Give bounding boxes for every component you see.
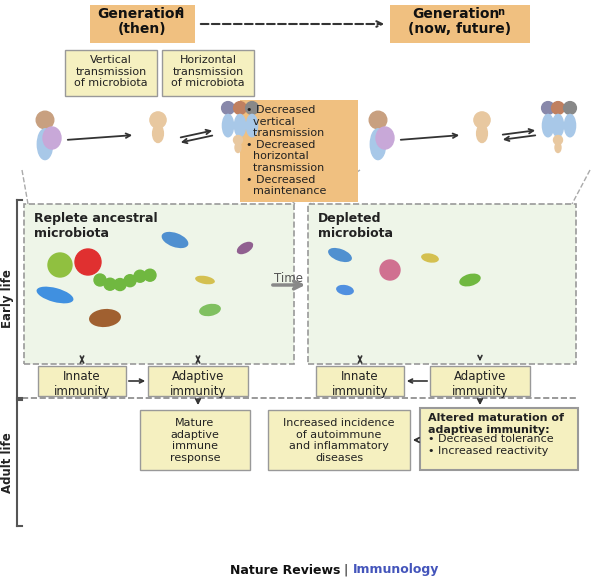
Circle shape <box>150 112 166 128</box>
Ellipse shape <box>376 127 394 149</box>
Text: (now, future): (now, future) <box>409 22 512 36</box>
Circle shape <box>233 102 247 114</box>
Text: Innate
immunity: Innate immunity <box>54 370 110 398</box>
Ellipse shape <box>161 232 188 248</box>
Text: Adaptive
immunity: Adaptive immunity <box>170 370 226 398</box>
Text: Nature Reviews: Nature Reviews <box>230 564 340 576</box>
Circle shape <box>554 135 563 144</box>
Bar <box>308 204 576 364</box>
Circle shape <box>36 111 54 129</box>
Circle shape <box>124 274 136 287</box>
Circle shape <box>474 112 490 128</box>
Ellipse shape <box>336 285 354 295</box>
Circle shape <box>551 102 565 114</box>
Ellipse shape <box>421 253 439 263</box>
Circle shape <box>104 278 116 290</box>
Ellipse shape <box>370 129 386 159</box>
Text: Horizontal
transmission
of microbiota: Horizontal transmission of microbiota <box>171 55 245 88</box>
Text: Early life: Early life <box>1 270 14 328</box>
Bar <box>240 100 358 202</box>
Circle shape <box>48 253 72 277</box>
Text: Replete ancestral
microbiota: Replete ancestral microbiota <box>34 212 158 240</box>
Text: • Decreased
  vertical
  transmission
• Decreased
  horizontal
  transmission
• : • Decreased vertical transmission • Decr… <box>246 105 326 196</box>
Bar <box>38 366 126 396</box>
Bar <box>430 366 530 396</box>
Text: Immunology: Immunology <box>353 564 439 576</box>
Text: Generation: Generation <box>97 7 184 21</box>
Text: 0: 0 <box>176 7 183 17</box>
Circle shape <box>94 274 106 286</box>
Text: Innate
immunity: Innate immunity <box>332 370 388 398</box>
Text: Altered maturation of
adaptive immunity:: Altered maturation of adaptive immunity: <box>428 413 564 434</box>
Circle shape <box>75 249 101 275</box>
Text: |: | <box>340 564 352 576</box>
Ellipse shape <box>555 142 561 152</box>
Bar <box>162 50 254 96</box>
Circle shape <box>542 102 554 114</box>
Circle shape <box>233 135 242 144</box>
Text: (then): (then) <box>118 22 167 36</box>
Bar <box>268 410 410 470</box>
Ellipse shape <box>199 304 221 316</box>
Ellipse shape <box>237 242 253 254</box>
Circle shape <box>221 102 235 114</box>
Text: Generation: Generation <box>412 7 500 21</box>
Text: • Decreased tolerance
• Increased reactivity: • Decreased tolerance • Increased reacti… <box>428 434 554 456</box>
Bar <box>148 366 248 396</box>
Ellipse shape <box>565 114 575 137</box>
Text: Adaptive
immunity: Adaptive immunity <box>452 370 508 398</box>
Circle shape <box>369 111 387 129</box>
Text: Time: Time <box>275 272 304 285</box>
Ellipse shape <box>553 114 563 137</box>
Circle shape <box>114 279 126 291</box>
Ellipse shape <box>223 114 233 137</box>
Ellipse shape <box>459 273 481 287</box>
Ellipse shape <box>235 142 241 152</box>
Ellipse shape <box>37 287 73 303</box>
Ellipse shape <box>235 114 245 137</box>
Ellipse shape <box>152 124 163 142</box>
Text: Depleted
microbiota: Depleted microbiota <box>318 212 393 240</box>
Ellipse shape <box>89 309 121 327</box>
Bar <box>90 5 195 43</box>
Bar <box>140 410 250 470</box>
Ellipse shape <box>247 114 257 137</box>
Bar <box>390 5 530 43</box>
Ellipse shape <box>476 124 487 142</box>
Ellipse shape <box>195 276 215 284</box>
Circle shape <box>245 102 259 114</box>
Circle shape <box>563 102 577 114</box>
Ellipse shape <box>542 114 554 137</box>
Ellipse shape <box>37 129 53 159</box>
Bar <box>24 204 294 364</box>
Text: Adult life: Adult life <box>1 433 14 493</box>
Text: Mature
adaptive
immune
response: Mature adaptive immune response <box>170 418 220 463</box>
Bar <box>316 366 404 396</box>
Ellipse shape <box>328 248 352 262</box>
Bar <box>65 50 157 96</box>
Text: Vertical
transmission
of microbiota: Vertical transmission of microbiota <box>74 55 148 88</box>
Circle shape <box>144 269 156 281</box>
Text: Increased incidence
of autoimmune
and inflammatory
diseases: Increased incidence of autoimmune and in… <box>283 418 395 463</box>
Circle shape <box>380 260 400 280</box>
Bar <box>420 408 578 470</box>
Text: n: n <box>497 7 504 17</box>
Circle shape <box>134 270 146 282</box>
Ellipse shape <box>43 127 61 149</box>
